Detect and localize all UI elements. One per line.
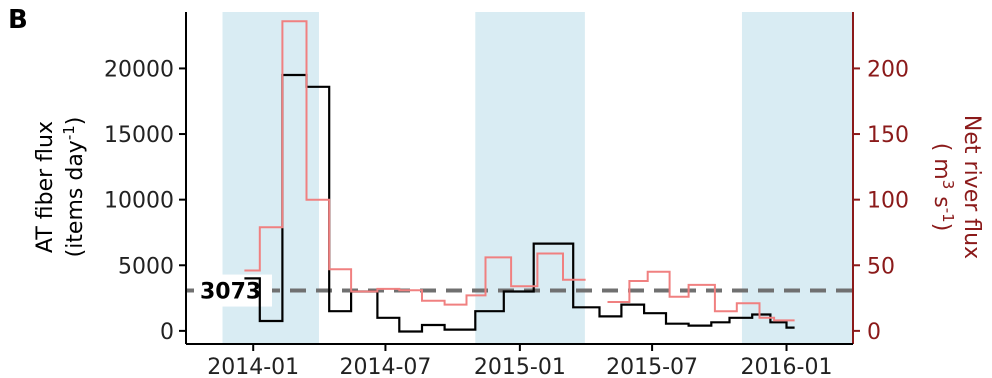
right-axis-title-unit-b: s <box>929 189 954 207</box>
shaded-periods <box>222 12 853 344</box>
right-axis-title-unit-a: ( m <box>929 143 954 180</box>
panel-label: B <box>8 5 28 35</box>
right-tick-label-0: 0 <box>867 320 881 345</box>
x-tick-label-2015-01: 2015-01 <box>474 355 566 378</box>
right-axis-title: ( m3 s-1) Net river flux <box>929 115 984 259</box>
left-axis-title-exponent: -1 <box>60 125 78 140</box>
shaded-period-2 <box>475 12 585 344</box>
x-tick-label-2015-07: 2015-07 <box>606 355 698 378</box>
left-tick-label-10000: 10000 <box>104 189 174 214</box>
left-axis-title-line2: (items day-1) <box>60 117 88 258</box>
right-axis-title-unit-line: ( m3 s-1) <box>929 143 957 232</box>
x-tick-label-2016-01: 2016-01 <box>741 355 833 378</box>
shaded-period-3 <box>741 12 853 344</box>
left-tick-label-5000: 5000 <box>118 254 174 279</box>
left-axis-title-close: ) <box>63 117 88 126</box>
river-flux-series-line <box>244 20 795 322</box>
reference-label: 3073 <box>200 280 261 305</box>
right-tick-label-150: 150 <box>867 123 909 148</box>
fiber-flux-series-line <box>244 73 795 333</box>
right-axis-title-line1: Net river flux <box>959 115 984 259</box>
right-tick-label-50: 50 <box>867 254 895 279</box>
left-tick-label-0: 0 <box>160 320 174 345</box>
right-axis-title-exp2: -1 <box>939 208 957 223</box>
ticks-group: 0 5000 10000 15000 20000 0 50 100 150 200 2014-01 2… <box>104 57 909 378</box>
right-axis-title-close: ) <box>929 223 954 232</box>
series-group <box>244 20 795 333</box>
x-tick-label-2014-01: 2014-01 <box>207 355 299 378</box>
right-tick-label-200: 200 <box>867 57 909 82</box>
left-tick-label-20000: 20000 <box>104 57 174 82</box>
right-tick-label-100: 100 <box>867 189 909 214</box>
right-axis-title-exp1: 3 <box>939 180 957 190</box>
left-tick-label-15000: 15000 <box>104 123 174 148</box>
left-axis-title-unit: (items day <box>63 140 88 257</box>
left-axis-title: AT fiber flux (items day-1) <box>33 117 88 258</box>
x-tick-label-2014-07: 2014-07 <box>339 355 431 378</box>
left-axis-title-line1: AT fiber flux <box>33 121 58 253</box>
